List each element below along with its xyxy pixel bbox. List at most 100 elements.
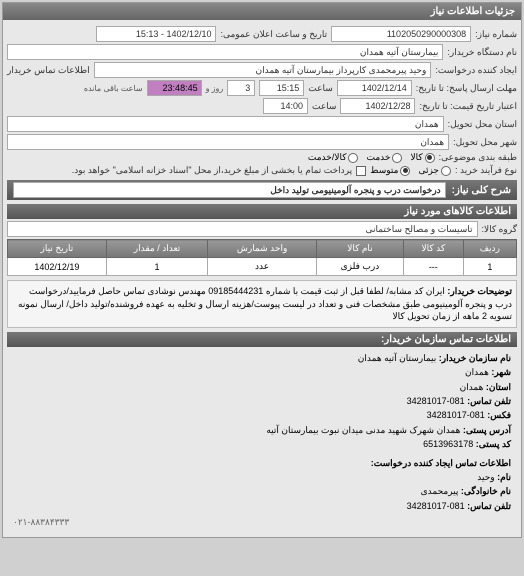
time-label-1: ساعت xyxy=(308,83,333,94)
radio-goods[interactable]: کالا xyxy=(410,152,434,163)
validity-label: اعتبار تاریخ قیمت: تا تاریخ: xyxy=(419,101,517,112)
cell-date: 1402/12/19 xyxy=(8,258,107,276)
group-field: تاسیسات و مصالح ساختمانی xyxy=(7,221,478,237)
process-label: نوع فرآیند خرید : xyxy=(455,165,517,176)
buyer-label: نام دستگاه خریدار: xyxy=(447,47,517,58)
remain-suffix: ساعت باقی مانده xyxy=(84,84,143,93)
province-label: استان محل تحویل: xyxy=(448,119,517,130)
time-label-2: ساعت xyxy=(312,101,337,112)
contact-header: اطلاعات تماس سازمان خریدار: xyxy=(7,332,517,347)
row-city: شهر محل تحویل: همدان xyxy=(7,134,517,150)
ccity-label: شهر: xyxy=(491,367,511,377)
cfax-value: 081-34281017 xyxy=(427,410,485,420)
buyer-note-box: توضیحات خریدار: ایران کد مشابه/ لطفا قبل… xyxy=(7,280,517,328)
col-unit: واحد شمارش xyxy=(208,240,317,258)
row-deadline: مهلت ارسال پاسخ: تا تاریخ: 1402/12/14 سا… xyxy=(7,80,517,96)
deadline-label: مهلت ارسال پاسخ: تا تاریخ: xyxy=(416,83,517,94)
radio-service-label: خدمت xyxy=(366,152,390,163)
cphone2-label: تلفن تماس: xyxy=(467,501,511,511)
radio-goods-label: کالا xyxy=(410,152,422,163)
panel-body: شماره نیاز: 1102050290000308 تاریخ و ساع… xyxy=(3,20,521,537)
buyer-field: بیمارستان آتیه همدان xyxy=(7,44,443,60)
category-label: طبقه بندی موضوعی: xyxy=(439,152,517,163)
cell-name: درب فلزی xyxy=(316,258,403,276)
validity-date: 1402/12/28 xyxy=(340,98,415,114)
lname-label: نام خانوادگی: xyxy=(461,486,511,496)
city-field: همدان xyxy=(7,134,449,150)
cphone-label: تلفن تماس: xyxy=(467,396,511,406)
row-buyer: نام دستگاه خریدار: بیمارستان آتیه همدان xyxy=(7,44,517,60)
row-group: گروه کالا: تاسیسات و مصالح ساختمانی xyxy=(7,221,517,237)
process-radios: جزئی متوسط xyxy=(370,165,451,176)
col-code: کد کالا xyxy=(403,240,463,258)
number-field: 1102050290000308 xyxy=(331,26,471,42)
fname-label: نام: xyxy=(497,472,511,482)
radio-dot-icon xyxy=(392,153,402,163)
col-name: نام کالا xyxy=(316,240,403,258)
category-radios: کالا خدمت کالا/خدمت xyxy=(308,152,435,163)
city-label: شهر محل تحویل: xyxy=(453,137,517,148)
province-field: همدان xyxy=(7,116,444,132)
org-label: نام سازمان خریدار: xyxy=(439,353,511,363)
announce-label: تاریخ و ساعت اعلان عمومی: xyxy=(220,29,327,40)
cpostal-value: 6513963178 xyxy=(423,439,473,449)
contact-section: نام سازمان خریدار: بیمارستان آتیه همدان … xyxy=(7,347,517,534)
radio-dot-icon xyxy=(400,166,410,176)
row-creator: ایجاد کننده درخواست: وحید پیرمحمدی کارپر… xyxy=(7,62,517,78)
lname-value: پیرمحمدی xyxy=(421,486,459,496)
desc-row: شرح کلی نیاز: درخواست درب و پنجره آلومین… xyxy=(7,180,517,200)
desc-field: درخواست درب و پنجره آلومینیومی تولید داخ… xyxy=(13,182,446,198)
radio-dot-icon xyxy=(441,166,451,176)
main-panel: جزئیات اطلاعات نیاز شماره نیاز: 11020502… xyxy=(2,2,522,538)
cell-unit: عدد xyxy=(208,258,317,276)
creator-contact-header: اطلاعات تماس ایجاد کننده درخواست: xyxy=(13,456,511,470)
radio-medium-label: متوسط xyxy=(370,165,398,176)
row-validity: اعتبار تاریخ قیمت: تا تاریخ: 1402/12/28 … xyxy=(7,98,517,114)
validity-time: 14:00 xyxy=(263,98,308,114)
desc-label: شرح کلی نیاز: xyxy=(452,185,511,196)
deadline-date: 1402/12/14 xyxy=(337,80,412,96)
caddr-value: همدان شهرک شهید مدنی میدان نبوت بیمارستا… xyxy=(266,425,460,435)
col-qty: تعداد / مقدار xyxy=(106,240,207,258)
radio-service[interactable]: خدمت xyxy=(366,152,402,163)
radio-medium[interactable]: متوسط xyxy=(370,165,410,176)
remain-days: 3 xyxy=(227,80,255,96)
col-row: ردیف xyxy=(463,240,516,258)
table-row: 1 --- درب فلزی عدد 1 1402/12/19 xyxy=(8,258,517,276)
remain-day-label: روز و xyxy=(206,84,224,93)
caddr-label: آدرس پستی: xyxy=(463,425,511,435)
ccity-value: همدان xyxy=(465,367,489,377)
radio-small-label: جزئی xyxy=(418,165,439,176)
footer-phone: ۰۲۱-۸۸۳۸۴۳۳۳ xyxy=(13,515,511,529)
row-category: طبقه بندی موضوعی: کالا خدمت کالا/خدمت xyxy=(7,152,517,163)
row-number: شماره نیاز: 1102050290000308 تاریخ و ساع… xyxy=(7,26,517,42)
buyer-contact-label: اطلاعات تماس خریدار xyxy=(7,65,90,76)
radio-both-label: کالا/خدمت xyxy=(308,152,347,163)
cprov-value: همدان xyxy=(460,382,484,392)
cell-code: --- xyxy=(403,258,463,276)
treasury-checkbox[interactable] xyxy=(356,166,366,176)
cell-qty: 1 xyxy=(106,258,207,276)
cphone-value: 081-34281017 xyxy=(407,396,465,406)
panel-title: جزئیات اطلاعات نیاز xyxy=(3,3,521,20)
radio-small[interactable]: جزئی xyxy=(418,165,451,176)
deadline-time: 15:15 xyxy=(259,80,304,96)
cpostal-label: کد پستی: xyxy=(476,439,511,449)
radio-both[interactable]: کالا/خدمت xyxy=(308,152,359,163)
radio-dot-icon xyxy=(425,153,435,163)
cfax-label: فکس: xyxy=(487,410,511,420)
goods-table: ردیف کد کالا نام کالا واحد شمارش تعداد /… xyxy=(7,239,517,276)
table-header-row: ردیف کد کالا نام کالا واحد شمارش تعداد /… xyxy=(8,240,517,258)
radio-dot-icon xyxy=(348,153,358,163)
creator-field: وحید پیرمحمدی کارپرداز بیمارستان آتیه هم… xyxy=(94,62,432,78)
row-province: استان محل تحویل: همدان xyxy=(7,116,517,132)
announce-field: 1402/12/10 - 15:13 xyxy=(96,26,216,42)
row-process: نوع فرآیند خرید : جزئی متوسط پرداخت تمام… xyxy=(7,165,517,176)
cell-row: 1 xyxy=(463,258,516,276)
buyer-note-text: ایران کد مشابه/ لطفا قبل از ثبت قیمت با … xyxy=(18,286,512,321)
cphone2-value: 081-34281017 xyxy=(407,501,465,511)
creator-label: ایجاد کننده درخواست: xyxy=(435,65,517,76)
number-label: شماره نیاز: xyxy=(475,29,517,40)
buyer-note-label: توضیحات خریدار: xyxy=(447,286,512,296)
pay-note: پرداخت تمام یا بخشی از مبلغ خرید،از محل … xyxy=(7,165,352,176)
